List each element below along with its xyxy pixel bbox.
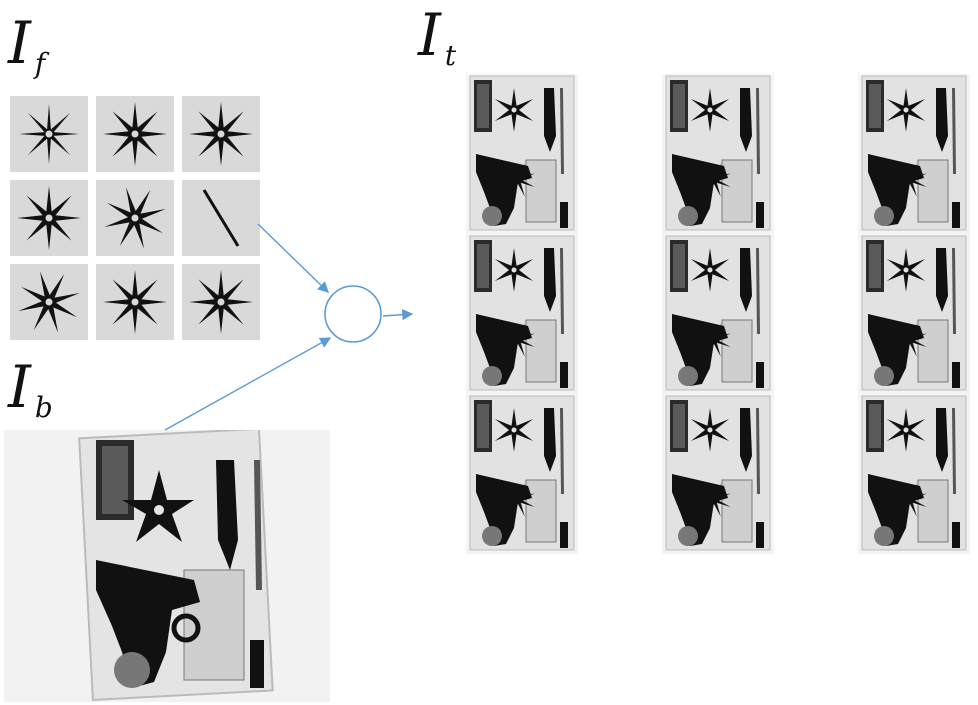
shuriken-icon bbox=[103, 102, 167, 166]
shuriken-rotated-icon bbox=[104, 187, 166, 249]
foreground-tile bbox=[10, 264, 88, 340]
target-xray-image bbox=[662, 394, 774, 554]
circle-operator-icon bbox=[324, 285, 382, 343]
xray-objects-icon bbox=[96, 440, 264, 688]
foreground-tile bbox=[10, 96, 88, 172]
target-xray-image bbox=[662, 74, 774, 234]
shuriken-narrow-icon bbox=[19, 104, 79, 164]
target-xray-image bbox=[466, 74, 578, 234]
foreground-tile bbox=[96, 264, 174, 340]
needle-icon bbox=[202, 189, 240, 247]
target-xray-image bbox=[662, 234, 774, 394]
target-xray-image bbox=[466, 394, 578, 554]
shuriken-icon bbox=[17, 186, 81, 250]
foreground-tile bbox=[182, 180, 260, 256]
shuriken-rotated-icon bbox=[18, 271, 80, 333]
target-xray-image bbox=[858, 74, 970, 234]
foreground-tile bbox=[96, 180, 174, 256]
target-xray-image bbox=[466, 234, 578, 394]
shuriken-icon bbox=[189, 270, 253, 334]
target-xray-image bbox=[858, 394, 970, 554]
foreground-tile bbox=[182, 264, 260, 340]
background-xray-image bbox=[4, 430, 330, 702]
target-xray-image bbox=[858, 234, 970, 394]
foreground-tile bbox=[182, 96, 260, 172]
shuriken-icon bbox=[103, 270, 167, 334]
foreground-tile bbox=[96, 96, 174, 172]
foreground-tile bbox=[10, 180, 88, 256]
shuriken-icon bbox=[189, 102, 253, 166]
